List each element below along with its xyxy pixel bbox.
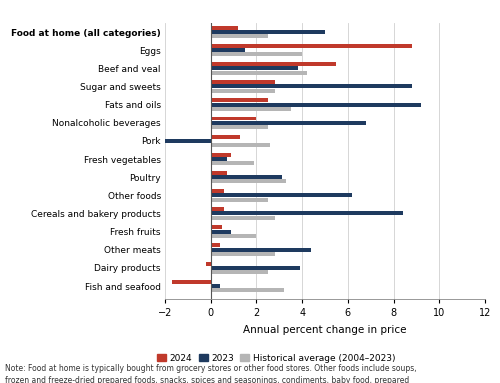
Bar xyxy=(210,116,256,121)
Bar xyxy=(210,234,256,238)
Bar xyxy=(210,180,286,183)
Bar xyxy=(210,284,220,288)
Bar xyxy=(210,70,306,75)
Bar xyxy=(210,121,366,125)
Bar xyxy=(210,80,274,84)
Bar xyxy=(210,244,220,247)
Bar xyxy=(210,85,412,88)
Bar xyxy=(210,66,298,70)
Bar xyxy=(210,135,240,139)
Bar xyxy=(210,225,222,229)
Bar xyxy=(210,125,268,129)
Bar xyxy=(210,211,402,216)
Bar xyxy=(165,139,210,143)
Bar xyxy=(210,107,290,111)
Bar xyxy=(210,288,284,292)
Bar xyxy=(210,26,238,30)
Bar xyxy=(210,153,232,157)
Bar xyxy=(210,171,226,175)
Bar xyxy=(172,280,210,284)
Bar xyxy=(210,198,268,201)
Bar xyxy=(210,175,282,179)
Bar xyxy=(210,266,300,270)
Bar xyxy=(210,216,274,220)
Bar xyxy=(210,157,226,161)
Bar xyxy=(210,44,412,48)
Bar xyxy=(210,230,232,234)
Bar xyxy=(210,30,325,34)
Bar xyxy=(210,48,245,52)
Bar xyxy=(210,34,268,38)
Bar xyxy=(206,262,210,266)
Bar xyxy=(210,252,274,256)
Bar xyxy=(210,89,274,93)
Bar xyxy=(210,189,224,193)
Bar xyxy=(210,161,254,165)
X-axis label: Annual percent change in price: Annual percent change in price xyxy=(243,325,407,335)
Bar xyxy=(210,103,421,106)
Bar xyxy=(210,248,312,252)
Legend: 2024, 2023, Historical average (2004–2023): 2024, 2023, Historical average (2004–202… xyxy=(154,350,399,367)
Bar xyxy=(210,207,224,211)
Bar xyxy=(210,193,352,197)
Text: Note: Food at home is typically bought from grocery stores or other food stores.: Note: Food at home is typically bought f… xyxy=(5,364,416,383)
Bar xyxy=(210,62,336,66)
Bar xyxy=(210,270,268,274)
Bar xyxy=(210,143,270,147)
Bar xyxy=(210,52,302,56)
Bar xyxy=(210,98,268,102)
